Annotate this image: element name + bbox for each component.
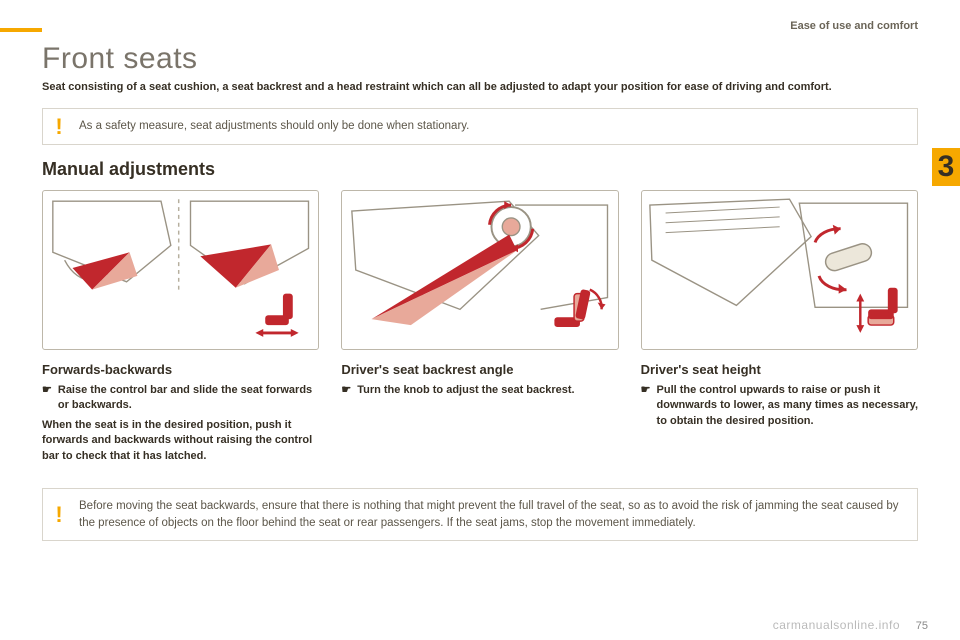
col3-body: ☛ Pull the control upwards to raise or p…: [641, 383, 918, 429]
col3-heading: Driver's seat height: [641, 362, 918, 377]
col1-body: ☛ Raise the control bar and slide the se…: [42, 383, 319, 464]
col1-bullet: Raise the control bar and slide the seat…: [58, 383, 319, 414]
watermark: carmanualsonline.info: [773, 618, 900, 632]
safety-alert: ! As a safety measure, seat adjustments …: [42, 108, 918, 145]
accent-bar: [0, 28, 42, 32]
alert-icon: !: [43, 489, 75, 540]
page-title: Front seats: [42, 42, 918, 76]
col2-heading: Driver's seat backrest angle: [341, 362, 618, 377]
col-backrest-angle: Driver's seat backrest angle ☛ Turn the …: [341, 190, 618, 464]
col3-bullet: Pull the control upwards to raise or pus…: [657, 383, 918, 429]
bullet-icon: ☛: [641, 383, 651, 429]
col-forwards-backwards: Forwards-backwards ☛ Raise the control b…: [42, 190, 319, 464]
col1-heading: Forwards-backwards: [42, 362, 319, 377]
bullet-icon: ☛: [341, 383, 351, 398]
breadcrumb: Ease of use and comfort: [790, 20, 918, 32]
footer-alert-text: Before moving the seat backwards, ensure…: [75, 489, 917, 540]
illustration-forwards-backwards: [42, 190, 319, 350]
chapter-number: 3: [932, 148, 960, 186]
illustration-seat-height: [641, 190, 918, 350]
col-seat-height: Driver's seat height ☛ Pull the control …: [641, 190, 918, 464]
chapter-tab: 3: [932, 148, 960, 186]
alert-icon: !: [43, 109, 75, 144]
footer-alert: ! Before moving the seat backwards, ensu…: [42, 488, 918, 541]
col2-bullet: Turn the knob to adjust the seat backres…: [357, 383, 574, 398]
safety-alert-text: As a safety measure, seat adjustments sh…: [75, 109, 917, 144]
intro-text: Seat consisting of a seat cushion, a sea…: [42, 80, 918, 94]
col2-body: ☛ Turn the knob to adjust the seat backr…: [341, 383, 618, 398]
section-heading: Manual adjustments: [42, 159, 918, 180]
illustration-backrest-angle: [341, 190, 618, 350]
page-number: 75: [916, 620, 928, 632]
bullet-icon: ☛: [42, 383, 52, 414]
col1-extra: When the seat is in the desired position…: [42, 418, 319, 464]
columns: Forwards-backwards ☛ Raise the control b…: [42, 190, 918, 464]
